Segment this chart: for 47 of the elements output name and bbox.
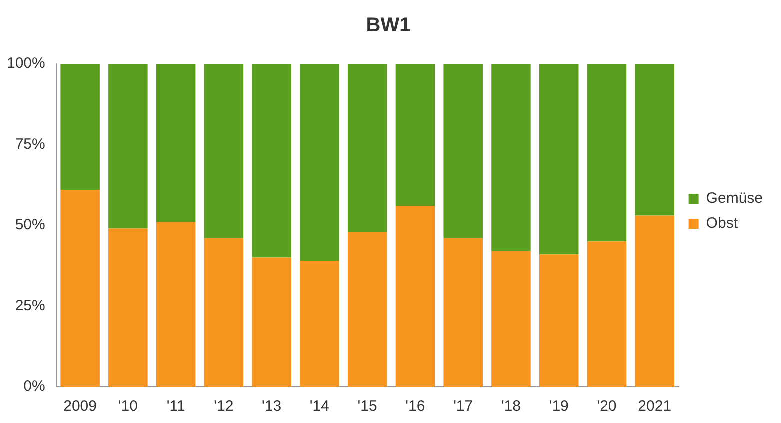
bar (348, 232, 388, 387)
x-tick-label: '17 (454, 398, 474, 416)
x-tick-label: 2021 (638, 398, 672, 416)
x-tick-label: '18 (501, 398, 522, 416)
bar (60, 64, 100, 190)
bar (396, 64, 436, 206)
bar (156, 64, 196, 222)
bar (444, 238, 483, 387)
x-tick-label: '20 (597, 398, 617, 416)
bar (492, 64, 531, 252)
y-tick-label: 100% (6, 55, 46, 72)
bar (587, 242, 627, 387)
bar (444, 64, 483, 238)
bar (348, 64, 388, 232)
bar (204, 238, 244, 387)
bar (587, 64, 627, 242)
x-tick-label: '19 (549, 398, 569, 416)
x-tick-label: '12 (214, 398, 234, 416)
bar (492, 251, 531, 387)
x-tick-label: '16 (406, 398, 426, 416)
bar (156, 222, 196, 387)
y-tick-label: 0% (24, 378, 46, 396)
bar (539, 254, 579, 387)
bar (300, 261, 340, 387)
y-tick-label: 75% (15, 136, 46, 153)
bar (108, 64, 148, 229)
x-tick-label: 2009 (64, 398, 97, 416)
y-tick-label: 25% (15, 297, 46, 314)
bar (300, 64, 340, 262)
x-tick-label: '11 (166, 398, 186, 416)
bar (60, 190, 100, 387)
y-tick-label: 50% (15, 216, 46, 234)
bar (252, 258, 292, 387)
chart-title: BW1 (366, 14, 411, 37)
bar (204, 64, 244, 238)
bar (108, 228, 148, 387)
x-tick-label: '14 (310, 398, 330, 416)
x-tick-label: '13 (262, 398, 282, 416)
bar (635, 216, 674, 387)
legend-label: Obst (706, 215, 739, 232)
bar (396, 206, 436, 387)
x-tick-label: '10 (118, 398, 138, 416)
bar (252, 64, 292, 258)
bar (539, 64, 579, 255)
x-tick-label: '15 (358, 398, 378, 416)
bar (635, 64, 674, 216)
legend-label: Gemüse (706, 190, 764, 208)
